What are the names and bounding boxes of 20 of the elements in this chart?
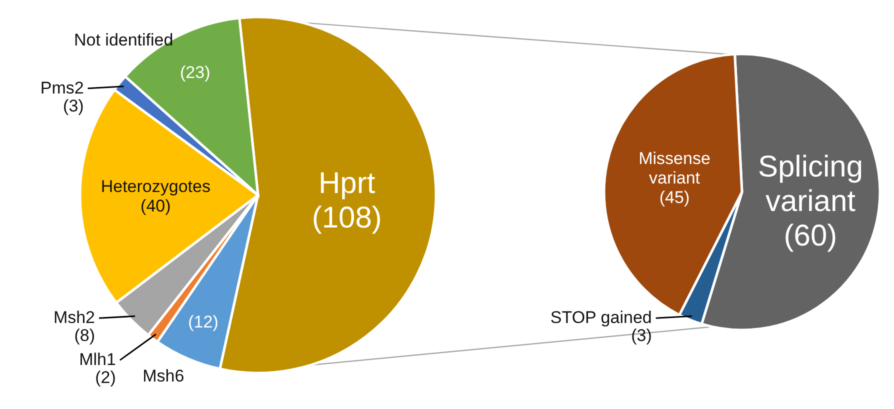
data-label: (45): [659, 188, 690, 208]
slice-label: Heterozygotes: [100, 177, 210, 196]
data-label: (60): [784, 219, 838, 252]
data-label: (3): [631, 326, 652, 346]
data-label: (12): [188, 312, 218, 332]
data-label: (23): [180, 63, 210, 82]
slice-label: Not identified: [74, 30, 174, 50]
data-label: (3): [63, 96, 84, 116]
data-label: (108): [312, 202, 382, 235]
slice-label: Mlh1: [79, 350, 116, 370]
data-label: (2): [95, 368, 116, 388]
slice-label: Pms2: [40, 78, 84, 98]
data-label: (8): [74, 326, 95, 346]
slice-label: Msh2: [53, 308, 95, 328]
slice-label: Msh6: [142, 366, 184, 386]
slice-label: Hprt: [318, 167, 376, 200]
slice-label: STOP gained: [550, 308, 652, 328]
data-label: (40): [140, 196, 171, 216]
slice-label: Missense variant: [638, 149, 710, 188]
slice-label: Splicing variant: [758, 150, 864, 218]
